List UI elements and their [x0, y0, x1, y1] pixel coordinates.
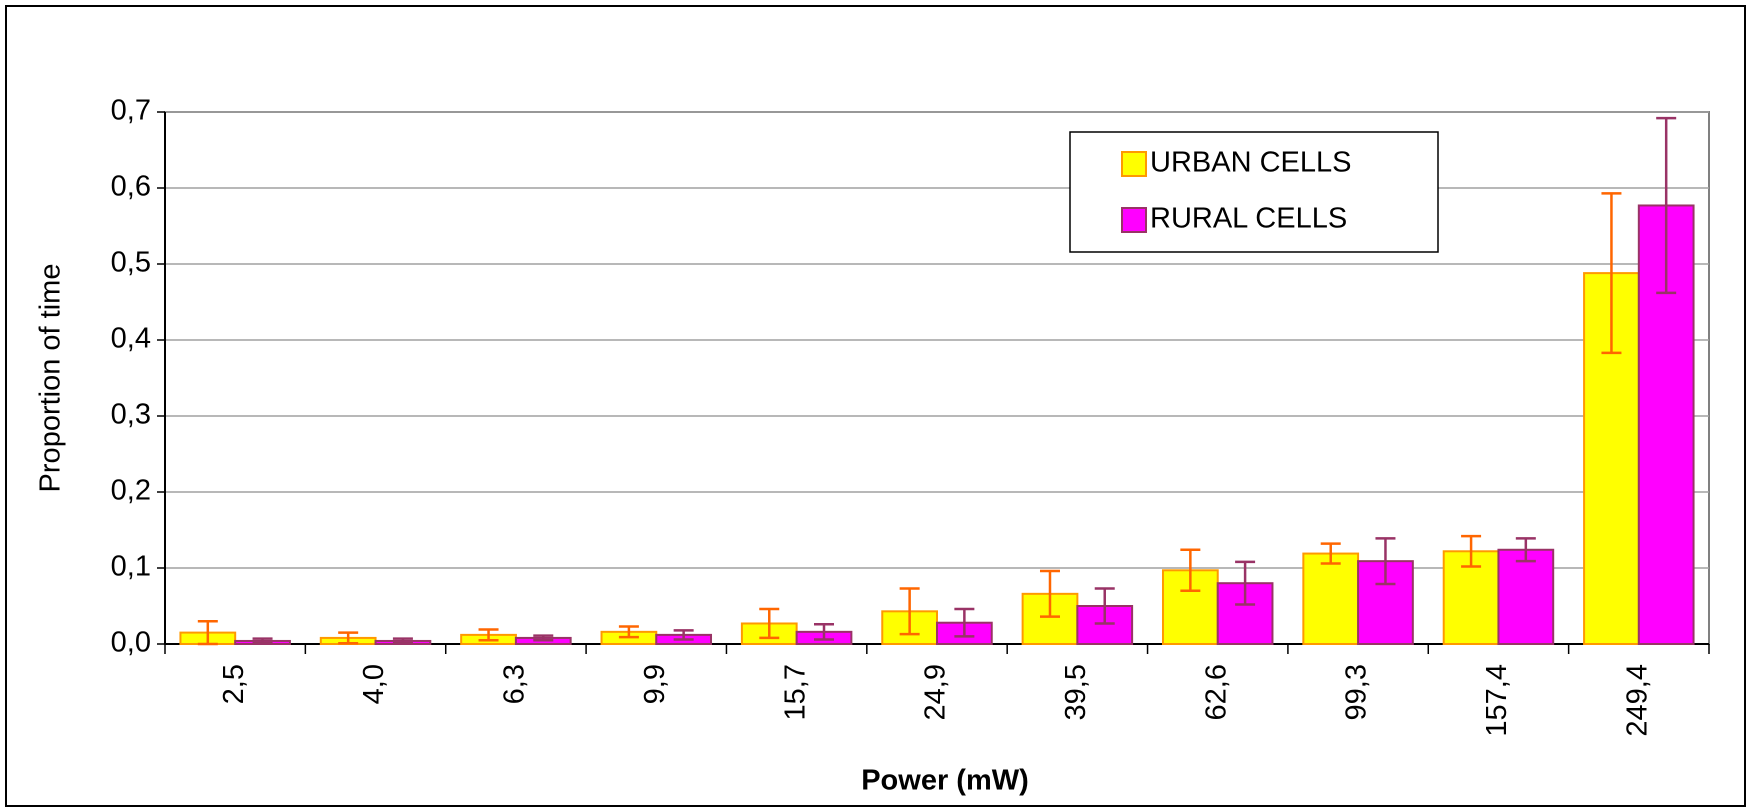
error-bar — [954, 607, 975, 638]
error-bar — [1235, 560, 1256, 606]
error-bar — [1515, 537, 1536, 563]
error-bar — [899, 587, 920, 636]
error-bar — [814, 622, 835, 641]
x-tick-label: 4,0 — [358, 664, 390, 704]
y-tick-label: 0,1 — [111, 551, 151, 583]
legend-swatch — [1121, 207, 1147, 233]
y-tick-label: 0,5 — [111, 247, 151, 279]
legend-label: RURAL CELLS — [1150, 203, 1347, 235]
bar — [1637, 204, 1695, 645]
error-bar — [1656, 116, 1677, 295]
error-bar — [1601, 192, 1622, 355]
x-axis-label: Power (mW) — [861, 765, 1029, 797]
x-tick-label: 15,7 — [779, 664, 811, 720]
error-bar — [673, 629, 694, 641]
bar — [1302, 552, 1360, 645]
error-bar — [618, 625, 639, 639]
x-tick-label: 6,3 — [499, 664, 531, 704]
x-tick-label: 157,4 — [1481, 664, 1513, 737]
y-tick-label: 0,3 — [111, 399, 151, 431]
y-tick-label: 0,6 — [111, 171, 151, 203]
error-bar — [252, 637, 273, 645]
x-tick-label: 99,3 — [1341, 664, 1373, 720]
error-bar — [392, 637, 413, 645]
x-tick-label: 39,5 — [1060, 664, 1092, 720]
y-tick-label: 0,2 — [111, 475, 151, 507]
y-axis-label: Proportion of time — [35, 264, 67, 493]
legend-label: URBAN CELLS — [1150, 147, 1351, 179]
error-bar — [478, 628, 499, 642]
x-tick-label: 249,4 — [1621, 664, 1653, 737]
x-tick-label: 62,6 — [1200, 664, 1232, 720]
error-bar — [197, 619, 218, 646]
y-tick-label: 0,0 — [111, 627, 151, 659]
y-tick-label: 0,7 — [111, 95, 151, 127]
error-bar — [1039, 569, 1060, 618]
legend-swatch — [1121, 151, 1147, 177]
error-bar — [1320, 542, 1341, 565]
error-bar — [533, 634, 554, 642]
error-bar — [338, 631, 359, 645]
error-bar — [759, 607, 780, 640]
error-bar — [1180, 548, 1201, 593]
error-bar — [1375, 537, 1396, 586]
y-tick-label: 0,4 — [111, 323, 151, 355]
x-tick-label: 2,5 — [218, 664, 250, 704]
error-bar — [1461, 534, 1482, 568]
x-tick-label: 24,9 — [920, 664, 952, 720]
x-tick-label: 9,9 — [639, 664, 671, 704]
bar — [1497, 548, 1555, 646]
error-bar — [1094, 587, 1115, 625]
